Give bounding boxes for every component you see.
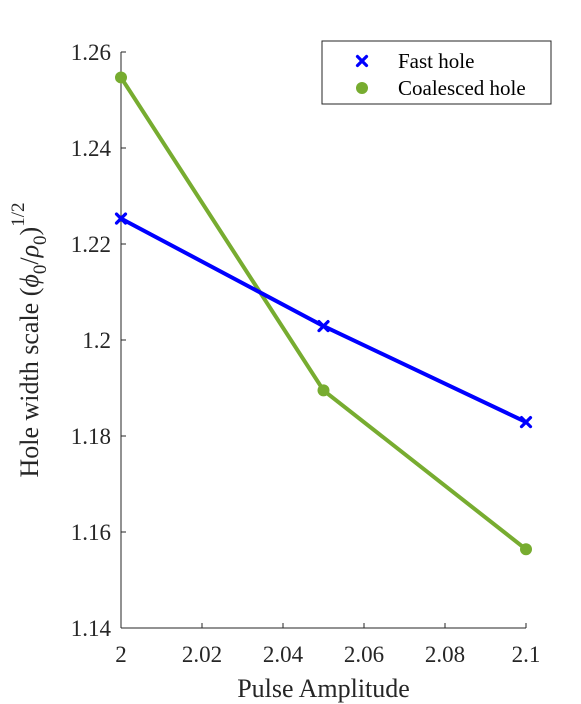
y-tick-label: 1.16	[71, 520, 111, 545]
y-title-exponent: 1/2	[8, 202, 29, 226]
x-tick-label: 2.08	[425, 642, 465, 667]
data-point	[115, 71, 127, 84]
y-title-sub-b: 0	[30, 235, 51, 245]
data-point	[519, 415, 533, 429]
legend-marker	[355, 54, 369, 68]
legend-marker	[356, 82, 368, 94]
y-axis-title: Hole width scale (ϕ0/ρ0)1/2	[8, 202, 51, 477]
y-tick-label: 1.18	[71, 424, 111, 449]
legend: Fast hole Coalesced hole	[321, 40, 552, 105]
y-tick-label: 1.2	[82, 328, 111, 353]
y-title-base: Hole width scale (	[15, 288, 44, 478]
data-point	[317, 384, 330, 397]
data-point-stroke	[317, 319, 330, 333]
y-title-phi: ϕ	[15, 274, 44, 287]
y-title-rho: ρ	[15, 245, 44, 258]
data-point	[317, 319, 330, 333]
data-point	[114, 212, 128, 225]
x-tick-label: 2.02	[182, 642, 222, 667]
y-tick-label: 1.22	[71, 232, 111, 257]
y-tick-label: 1.24	[71, 136, 112, 161]
x-tick-label: 2.1	[512, 642, 541, 667]
y-tick-label: 1.14	[71, 616, 112, 641]
x-tick-label: 2	[115, 642, 127, 667]
x-tick-label: 2.04	[263, 642, 304, 667]
series-layer	[114, 71, 533, 556]
data-point	[520, 543, 532, 556]
legend-label: Coalesced hole	[398, 76, 526, 100]
data-point-stroke	[114, 212, 128, 225]
series-line	[119, 76, 528, 551]
series-fast-hole	[114, 212, 533, 429]
legend-label: Fast hole	[398, 49, 474, 73]
x-axis-title: Pulse Amplitude	[237, 674, 410, 703]
legend-marker-stroke	[355, 54, 369, 68]
x-tick-label: 2.06	[344, 642, 384, 667]
y-title-close: )	[15, 227, 44, 236]
y-tick-label: 1.26	[71, 40, 111, 65]
axes: 2 2.02 2.04 2.06 2.08 2.1 1.14 1.16 1.18 1.2 1.22 1…	[8, 40, 540, 703]
y-title-slash: /	[15, 257, 44, 265]
series-coalesced-hole	[115, 71, 532, 556]
data-point-stroke	[519, 415, 533, 429]
y-title-sub-a: 0	[30, 265, 51, 275]
